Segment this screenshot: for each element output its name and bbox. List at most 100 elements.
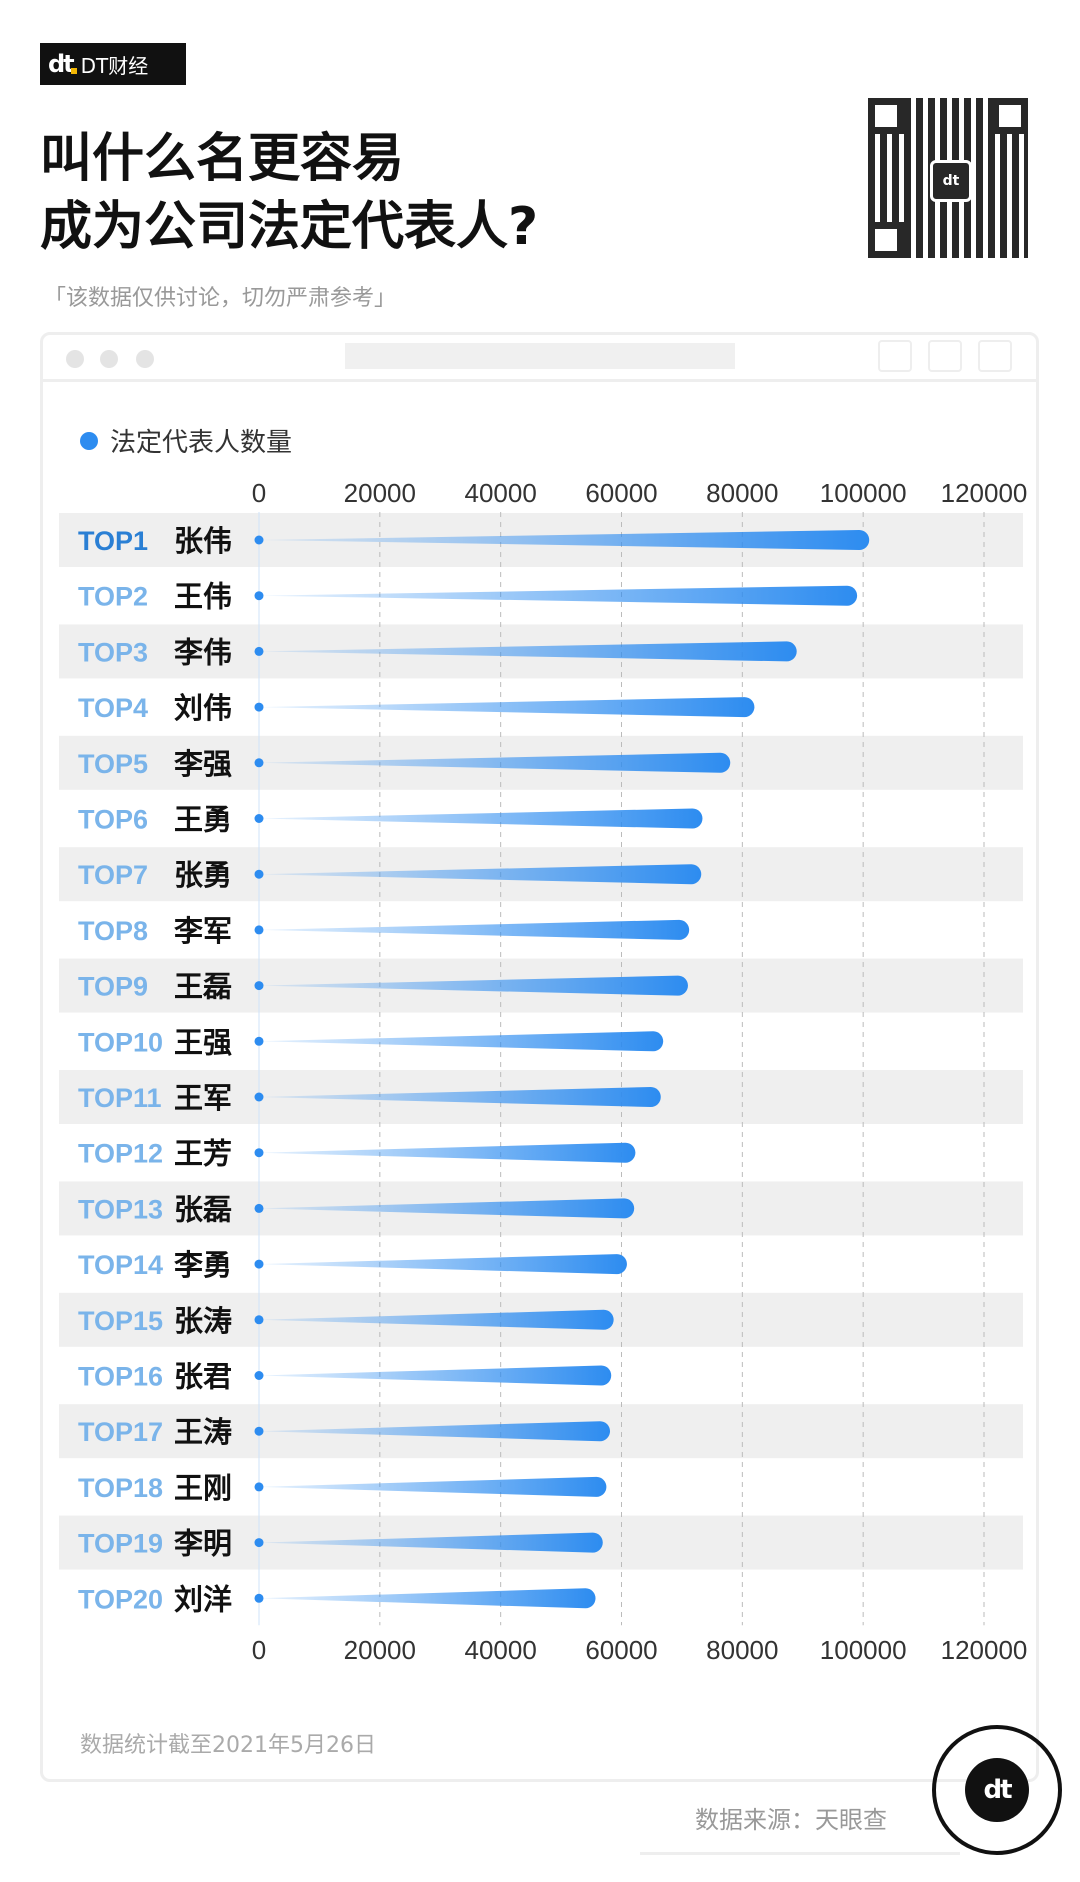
category-label: 张磊 — [174, 1193, 232, 1226]
bar-origin-dot — [254, 925, 264, 935]
x-tick-label-top: 60000 — [585, 478, 657, 508]
rank-label: TOP6 — [78, 805, 148, 835]
bar-origin-dot — [254, 1315, 264, 1325]
bar — [259, 752, 731, 773]
rank-label: TOP3 — [78, 637, 148, 667]
rank-label: TOP2 — [78, 582, 148, 612]
disclaimer: 「该数据仅供讨论，切勿严肃参考」 — [44, 286, 397, 311]
page-title: 叫什么名更容易 成为公司法定代表人? — [40, 125, 538, 261]
legend-dot — [80, 431, 98, 450]
category-label: 张勇 — [174, 859, 232, 892]
rank-label: TOP16 — [78, 1362, 163, 1392]
bar — [259, 808, 703, 829]
x-tick-label-bottom: 120000 — [941, 1635, 1028, 1665]
rank-label: TOP17 — [78, 1417, 163, 1447]
bar — [259, 1421, 611, 1442]
bar — [259, 1198, 635, 1219]
rank-label: TOP4 — [78, 693, 148, 723]
bar-origin-dot — [254, 1482, 264, 1492]
data-date-note: 数据统计截至2021年5月26日 — [80, 1733, 376, 1758]
minimize-icon — [100, 350, 118, 368]
bar — [259, 864, 702, 885]
bar-origin-dot — [254, 981, 264, 991]
title-line-2: 成为公司法定代表人? — [40, 197, 539, 257]
legend-label: 法定代表人数量 — [110, 428, 293, 458]
bar — [259, 530, 870, 550]
category-label: 李军 — [174, 915, 232, 948]
dt-badge: dt — [932, 1725, 1062, 1855]
x-tick-label-bottom: 100000 — [820, 1635, 907, 1665]
category-label: 王芳 — [174, 1138, 232, 1171]
bar-origin-dot — [254, 1036, 264, 1046]
bar — [259, 1365, 612, 1386]
x-tick-label-bottom: 20000 — [344, 1635, 416, 1665]
bar — [259, 1254, 627, 1275]
x-tick-label-top: 80000 — [706, 478, 778, 508]
category-label: 刘伟 — [174, 692, 232, 725]
category-label: 王刚 — [174, 1472, 232, 1505]
bar-origin-dot — [254, 869, 264, 879]
share-icon — [928, 340, 962, 372]
bar-origin-dot — [254, 646, 264, 656]
bar — [259, 1309, 614, 1330]
bar — [259, 1031, 664, 1052]
rank-label: TOP5 — [78, 749, 148, 779]
bar-origin-dot — [254, 591, 264, 601]
dt-logo: dt — [48, 50, 77, 78]
rank-label: TOP12 — [78, 1139, 163, 1169]
category-label: 张君 — [174, 1361, 232, 1394]
title-line-1: 叫什么名更容易 — [40, 129, 405, 189]
bar — [259, 1532, 603, 1553]
category-label: 王勇 — [174, 805, 232, 837]
category-label: 王强 — [174, 1027, 232, 1059]
qr-logo: dt — [930, 160, 972, 202]
category-label: 张涛 — [174, 1305, 232, 1338]
bar — [259, 975, 688, 996]
dt-badge-logo: dt — [965, 1758, 1029, 1822]
bar-origin-dot — [254, 758, 264, 768]
brand-badge: dt DT财经 — [40, 43, 186, 85]
browser-frame — [40, 332, 1039, 1782]
bar-origin-dot — [254, 1538, 264, 1548]
bar-origin-dot — [254, 1092, 264, 1102]
rank-label: TOP19 — [78, 1529, 163, 1559]
browser-titlebar — [40, 332, 1039, 382]
category-label: 王军 — [174, 1083, 232, 1115]
copy-icon — [978, 340, 1012, 372]
bar-origin-dot — [254, 1426, 264, 1436]
x-tick-label-bottom: 40000 — [465, 1635, 537, 1665]
category-label: 李强 — [174, 748, 232, 781]
bar-origin-dot — [254, 535, 264, 545]
category-label: 王伟 — [174, 581, 232, 614]
category-label: 刘洋 — [174, 1582, 232, 1616]
rank-label: TOP14 — [78, 1250, 163, 1280]
bar-chart: 0 0 20000 20000 40000 40000 60000 60000 80000 800… — [59, 478, 1028, 1665]
rank-label: TOP20 — [78, 1584, 163, 1614]
record-icon — [878, 340, 912, 372]
x-tick-label-top: 40000 — [465, 478, 537, 508]
bar-origin-dot — [254, 1593, 264, 1603]
bar-origin-dot — [254, 1371, 264, 1380]
category-label: 王涛 — [174, 1416, 232, 1449]
bar — [259, 1142, 636, 1163]
x-tick-label-bottom: 60000 — [585, 1635, 657, 1665]
address-bar — [345, 343, 735, 369]
category-label: 李勇 — [174, 1249, 232, 1282]
bar — [259, 585, 858, 606]
rank-label: TOP11 — [78, 1083, 162, 1113]
chart-legend: 法定代表人数量 — [80, 422, 292, 459]
rank-label: TOP8 — [78, 916, 148, 946]
brand-name: DT财经 — [80, 53, 149, 78]
rank-label: TOP9 — [78, 972, 148, 1002]
close-icon — [66, 350, 84, 368]
x-tick-label-top: 0 — [252, 478, 266, 508]
bar — [259, 697, 755, 718]
category-label: 李明 — [174, 1528, 232, 1561]
bar-origin-dot — [254, 1259, 264, 1269]
category-label: 王磊 — [174, 972, 232, 1004]
bar-origin-dot — [254, 702, 264, 712]
bar-origin-dot — [254, 814, 264, 823]
x-tick-label-top: 120000 — [941, 478, 1028, 508]
bar — [259, 1087, 661, 1107]
